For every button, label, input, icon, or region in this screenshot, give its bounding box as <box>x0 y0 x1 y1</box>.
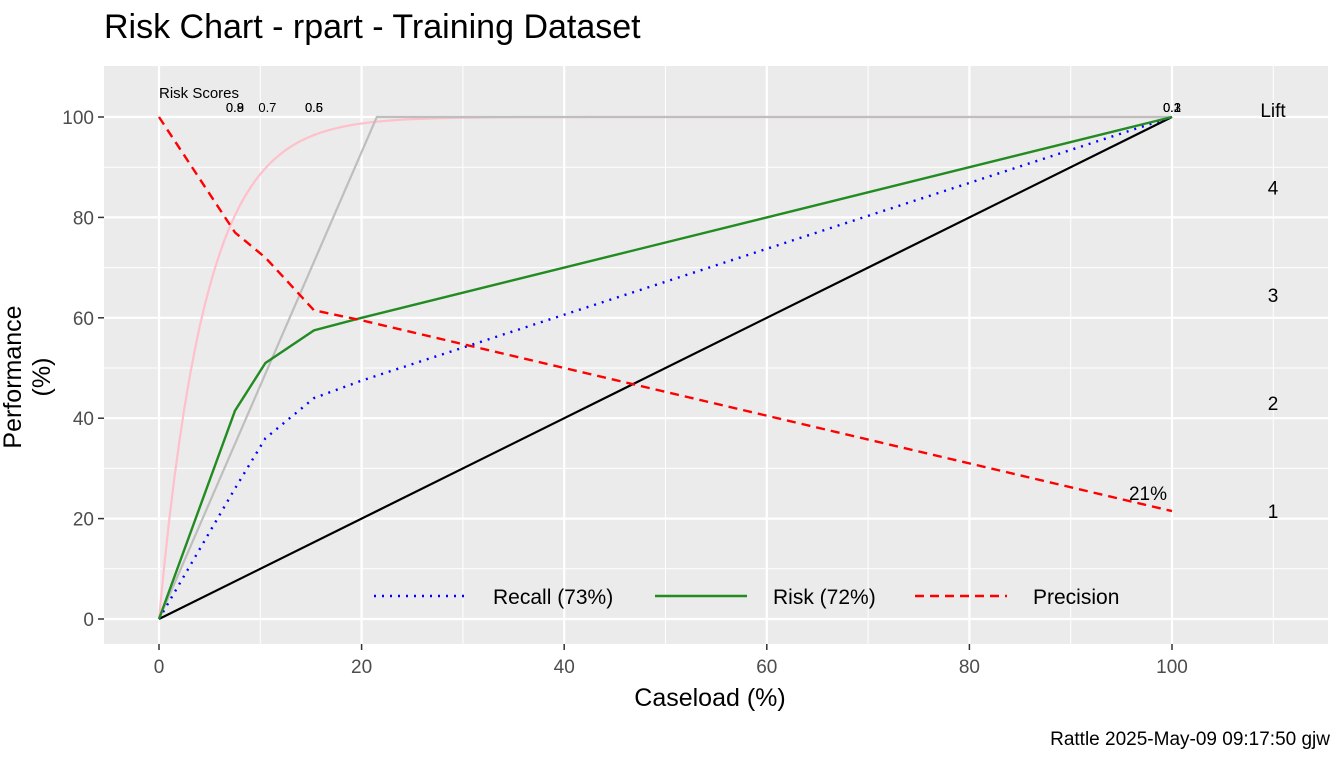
series-line-recall <box>157 115 1173 620</box>
perfect-caseload-line <box>157 115 1172 620</box>
y-tick-label: 60 <box>73 309 94 330</box>
x-tick-label: 100 <box>1156 657 1188 678</box>
legend-label-risk: Risk (72%) <box>773 586 876 609</box>
lift-label: 2 <box>1268 394 1279 415</box>
risk-score-label: 0.1 <box>1163 100 1181 115</box>
lift-label: 3 <box>1268 286 1279 307</box>
baseline-diagonal <box>158 116 1173 620</box>
x-tick-label: 40 <box>554 657 575 678</box>
y-axis-label: Performance (%) <box>0 305 56 449</box>
lift-axis-title: Lift <box>1260 101 1286 122</box>
risk-score-label: 0.3 <box>1163 100 1181 115</box>
risk-score-label: 0.8 <box>226 100 244 115</box>
x-tick-label: 20 <box>351 657 372 678</box>
x-tick-label: 0 <box>154 657 165 678</box>
risk-score-label: 0.5 <box>305 100 323 115</box>
y-tick-label: 100 <box>62 108 94 129</box>
legend-label-precision: Precision <box>1033 586 1119 609</box>
risk-score-label: 0.7 <box>258 100 276 115</box>
risk-score-label: 0.2 <box>1163 100 1181 115</box>
legend-label-recall: Recall (73%) <box>493 586 613 609</box>
x-tick-label: 80 <box>959 657 980 678</box>
y-tick-label: 80 <box>73 208 94 229</box>
lift-label: 1 <box>1268 502 1279 523</box>
risk-score-label: 0.9 <box>226 100 244 115</box>
chart-title: Risk Chart - rpart - Training Dataset <box>104 8 641 46</box>
risk-scores-title: Risk Scores <box>159 85 239 102</box>
caption: Rattle 2025-May-09 09:17:50 gjw <box>1050 729 1330 750</box>
x-tick-label: 60 <box>756 657 777 678</box>
precision-end-label: 21% <box>1129 484 1167 505</box>
y-tick-label: 20 <box>73 510 94 531</box>
x-axis-label: Caseload (%) <box>634 684 786 712</box>
risk-score-label: 0.6 <box>305 100 323 115</box>
y-tick-label: 0 <box>83 610 94 631</box>
lift-label: 4 <box>1268 178 1279 199</box>
y-tick-label: 40 <box>73 409 94 430</box>
series-line-precision <box>157 116 1173 513</box>
plot-panel <box>104 66 1328 644</box>
series-line-risk <box>157 115 1173 620</box>
